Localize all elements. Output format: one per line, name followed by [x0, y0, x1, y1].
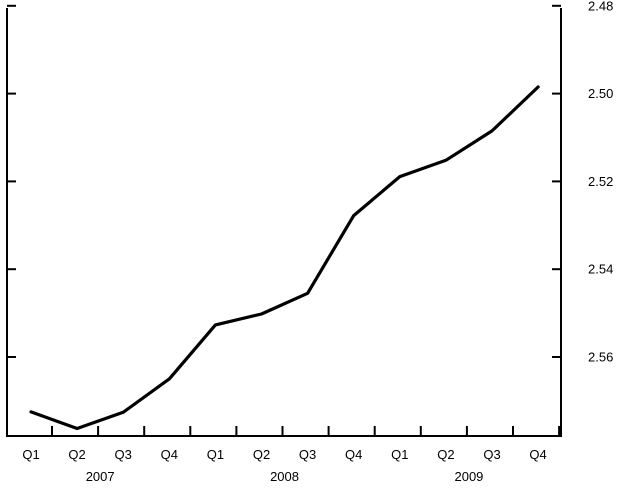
x-tick-label: Q1: [207, 447, 224, 462]
series-line: [29, 85, 540, 431]
x-tick-label: Q1: [22, 447, 39, 462]
x-year-label: 2008: [270, 469, 299, 484]
x-tick-label: Q3: [115, 447, 132, 462]
x-tick-label: Q4: [161, 447, 178, 462]
x-tick-label: Q4: [345, 447, 362, 462]
y-tick-label: 2.48: [588, 0, 613, 13]
x-tick-label: Q4: [529, 447, 546, 462]
x-axis-ticks: Q1 Q2 Q3 Q4 Q1 Q2 Q3 Q4 Q1 Q2 Q3 Q4 2007 2008 2009: [22, 426, 561, 484]
series-group: [29, 85, 540, 431]
y-axis-ticks: 2.48 2.50 2.52 2.54 2.56: [7, 0, 613, 364]
x-tick-label: Q1: [391, 447, 408, 462]
y-tick-label: 2.56: [588, 349, 613, 364]
plot-frame: [6, 8, 562, 437]
y-tick-label: 2.52: [588, 174, 613, 189]
x-year-label: 2007: [86, 469, 115, 484]
x-tick-label: Q3: [299, 447, 316, 462]
x-tick-label: Q3: [483, 447, 500, 462]
y-tick-label: 2.54: [588, 262, 613, 277]
x-tick-label: Q2: [253, 447, 270, 462]
x-year-label: 2009: [454, 469, 483, 484]
x-tick-label: Q2: [68, 447, 85, 462]
y-tick-label: 2.50: [588, 86, 613, 101]
x-tick-label: Q2: [437, 447, 454, 462]
